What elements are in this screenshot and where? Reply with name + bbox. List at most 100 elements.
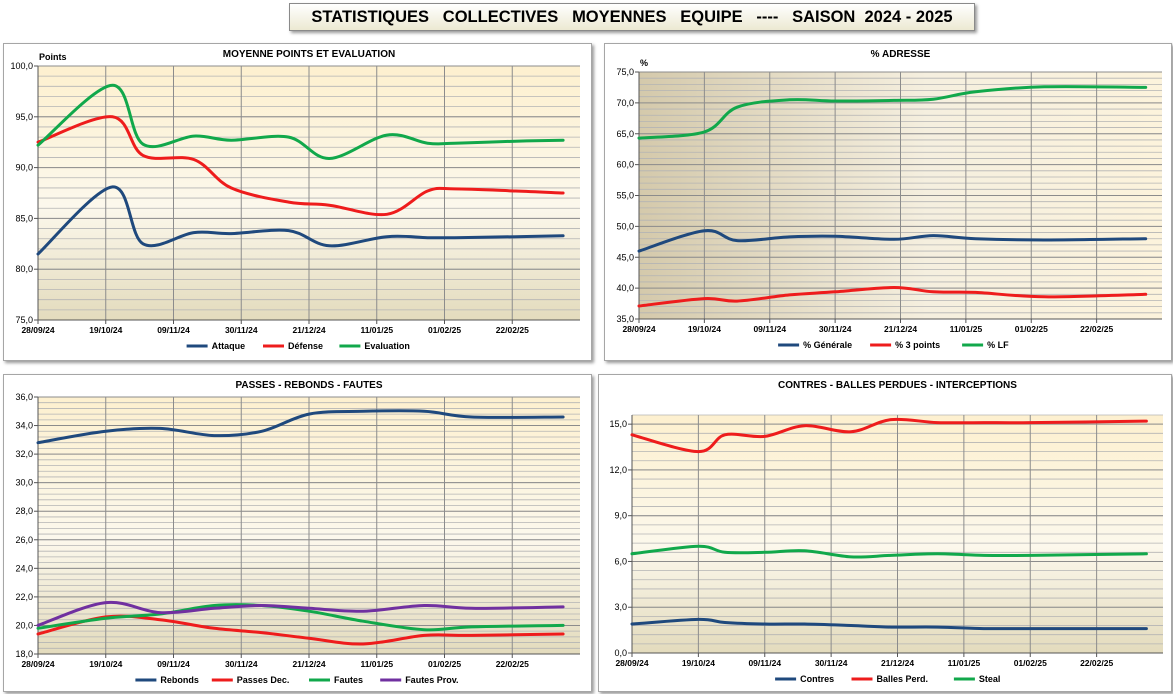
x-tick-label: 21/12/24: [292, 659, 325, 669]
y-tick-label: 40,0: [616, 283, 634, 293]
x-tick-label: 28/09/24: [615, 658, 648, 668]
legend-label-contres: Contres: [800, 674, 834, 684]
y-tick-label: 35,0: [616, 314, 634, 324]
x-tick-label: 19/10/24: [688, 324, 721, 334]
y-tick-label: 75,0: [616, 67, 634, 77]
y-tick-label: 90,0: [15, 163, 33, 173]
chart-panel-adresse: % ADRESSE% 35,0 40,0 45,0 50,0 55,0 60,0 65,0 70…: [604, 43, 1172, 361]
chart-panel-points: MOYENNE POINTS ET EVALUATION Points 75,0 80…: [3, 43, 592, 361]
x-tick-label: 21/12/24: [881, 658, 914, 668]
chart-title: % ADRESSE: [871, 49, 931, 60]
series-line-lf: [637, 85, 1148, 140]
x-tick-label: 22/02/25: [1080, 324, 1113, 334]
y-axis-label: Points: [39, 52, 67, 62]
x-tick-label: 01/02/25: [1015, 324, 1048, 334]
x-tick-label: 22/02/25: [496, 325, 529, 335]
x-tick-label: 21/12/24: [292, 325, 325, 335]
x-tick-label: 22/02/25: [496, 659, 529, 669]
chart-title: PASSES - REBONDS - FAUTES: [235, 380, 382, 391]
y-tick-label: 6,0: [614, 556, 627, 566]
legend-label-steal: Steal: [979, 674, 1001, 684]
x-tick-label: 30/11/24: [225, 659, 258, 669]
y-tick-label: 28,0: [15, 506, 33, 516]
y-tick-label: 100,0: [10, 61, 33, 71]
x-tick-label: 28/09/24: [21, 325, 54, 335]
y-tick-label: 12,0: [609, 465, 627, 475]
page-title: STATISTIQUES COLLECTIVES MOYENNES EQUIPE…: [289, 3, 975, 31]
x-tick-label: 09/11/24: [157, 659, 190, 669]
series-line-rebonds: [36, 409, 565, 445]
y-tick-label: 65,0: [616, 129, 634, 139]
x-tick-label: 19/10/24: [89, 659, 122, 669]
x-tick-label: 28/09/24: [21, 659, 54, 669]
series-line-contres: [630, 617, 1148, 631]
legend-label-lf: % LF: [987, 340, 1009, 350]
y-tick-label: 50,0: [616, 221, 634, 231]
x-tick-label: 11/01/25: [950, 324, 983, 334]
chart-panel-contres-balles-interceptions: CONTRES - BALLES PERDUES - INTERCEPTIONS…: [598, 374, 1172, 692]
y-tick-label: 22,0: [15, 592, 33, 602]
y-tick-label: 85,0: [15, 213, 33, 223]
legend-label-passes-dec: Passes Dec.: [237, 675, 290, 685]
x-tick-label: 01/02/25: [1014, 658, 1047, 668]
x-tick-label: 09/11/24: [748, 658, 781, 668]
y-tick-label: 80,0: [15, 264, 33, 274]
y-tick-label: 34,0: [15, 421, 33, 431]
x-tick-label: 21/12/24: [884, 324, 917, 334]
x-tick-label: 11/01/25: [948, 658, 981, 668]
legend-label-rebonds: Rebonds: [160, 675, 199, 685]
legend: % Générale % 3 points % LF: [778, 340, 1009, 350]
series-line-defense: [36, 115, 565, 217]
y-tick-label: 9,0: [614, 511, 627, 521]
x-tick-label: 11/01/25: [360, 325, 393, 335]
legend-label-generale: % Générale: [803, 340, 852, 350]
series-line-steal: [630, 544, 1148, 559]
y-tick-label: 30,0: [15, 478, 33, 488]
legend: Contres Balles Perd. Steal: [775, 674, 1000, 684]
legend-label-3-points: % 3 points: [895, 340, 940, 350]
y-tick-label: 3,0: [614, 602, 627, 612]
y-tick-label: 55,0: [616, 191, 634, 201]
legend-label-defense: Défense: [288, 341, 323, 351]
y-tick-label: 95,0: [15, 112, 33, 122]
x-tick-label: 01/02/25: [428, 325, 461, 335]
y-tick-label: 24,0: [15, 563, 33, 573]
x-tick-label: 30/11/24: [815, 658, 848, 668]
x-tick-label: 19/10/24: [89, 325, 122, 335]
legend: Attaque Défense Evaluation: [186, 341, 410, 351]
legend-label-balles-perd: Balles Perd.: [877, 674, 929, 684]
x-tick-label: 09/11/24: [157, 325, 190, 335]
series-line-evaluation: [36, 83, 565, 161]
legend: Rebonds Passes Dec. Fautes Fautes Prov.: [135, 675, 459, 685]
x-tick-label: 09/11/24: [753, 324, 786, 334]
y-tick-label: 32,0: [15, 449, 33, 459]
y-tick-label: 15,0: [609, 419, 627, 429]
series-line-fautes-prov: [36, 600, 565, 627]
y-axis-label: %: [640, 58, 648, 68]
y-tick-label: 45,0: [616, 252, 634, 262]
chart-title: MOYENNE POINTS ET EVALUATION: [223, 49, 395, 60]
y-tick-label: 60,0: [616, 160, 634, 170]
series-line-generale: [637, 229, 1148, 253]
y-tick-label: 70,0: [616, 98, 634, 108]
y-tick-label: 26,0: [15, 535, 33, 545]
y-tick-label: 36,0: [15, 392, 33, 402]
legend-label-fautes-prov: Fautes Prov.: [405, 675, 458, 685]
x-tick-label: 11/01/25: [360, 659, 393, 669]
x-tick-label: 22/02/25: [1080, 658, 1113, 668]
y-tick-label: 20,0: [15, 620, 33, 630]
x-tick-label: 30/11/24: [225, 325, 258, 335]
y-tick-label: 75,0: [15, 315, 33, 325]
series-line-balles-perd: [630, 417, 1148, 454]
series-line-attaque: [36, 185, 565, 256]
legend-label-fautes: Fautes: [334, 675, 363, 685]
legend-label-attaque: Attaque: [212, 341, 246, 351]
x-tick-label: 28/09/24: [622, 324, 655, 334]
y-tick-label: 18,0: [15, 649, 33, 659]
y-tick-label: 0,0: [614, 648, 627, 658]
x-tick-label: 01/02/25: [428, 659, 461, 669]
chart-panel-passes-rebonds-fautes: PASSES - REBONDS - FAUTES 18,0 20,0 22,0 24,…: [3, 374, 592, 692]
x-tick-label: 19/10/24: [682, 658, 715, 668]
x-tick-label: 30/11/24: [819, 324, 852, 334]
chart-title: CONTRES - BALLES PERDUES - INTERCEPTIONS: [778, 380, 1017, 391]
